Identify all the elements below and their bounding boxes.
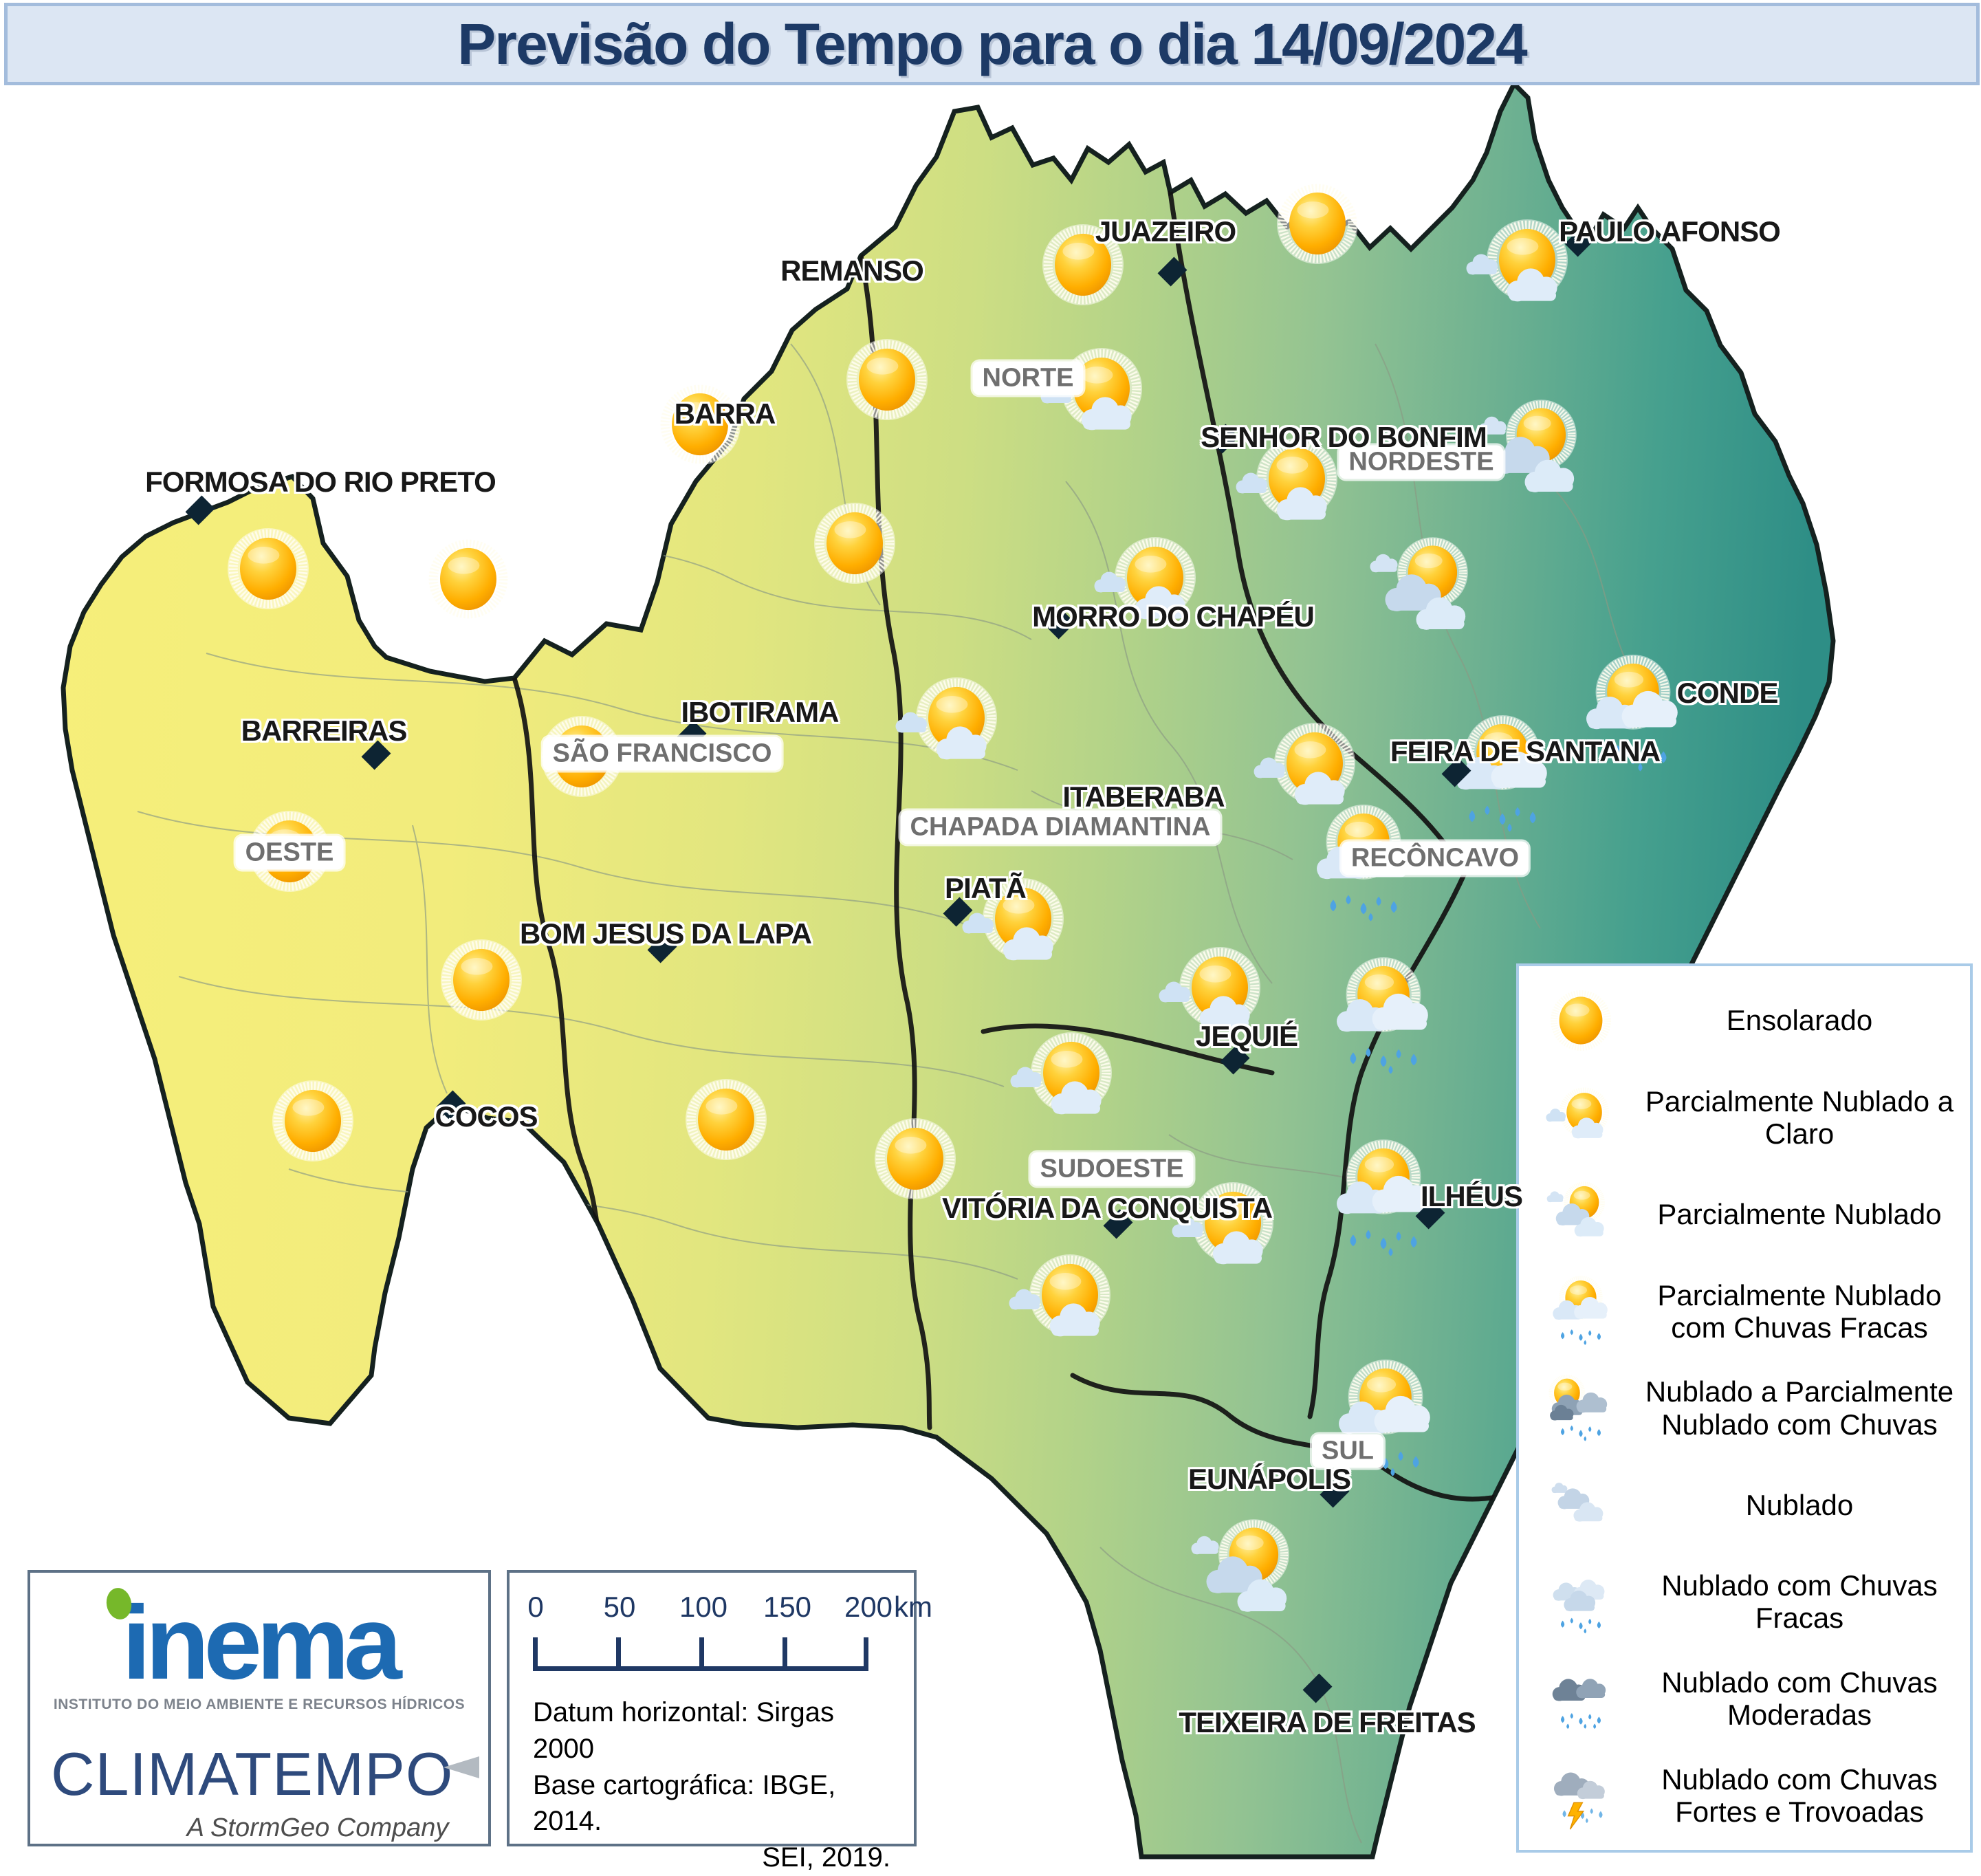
storm-cloud-lightning-icon <box>1523 1750 1639 1841</box>
clouds-icon <box>1523 1459 1639 1550</box>
sun-icon <box>1523 975 1639 1066</box>
region-label-sao-francisco: SÃO FRANCISCO <box>543 737 782 771</box>
legend-label: Nublado com Chuvas Moderadas <box>1661 1666 1938 1732</box>
sun-icon <box>441 939 522 1021</box>
climatempo-wordmark: CLIMATEMPO <box>51 1740 454 1808</box>
datum-line: Datum horizontal: Sirgas 2000 <box>533 1697 834 1764</box>
legend-item-parcialmente-nublado-a-claro: Parcialmente Nublado a Claro <box>1523 1070 1966 1165</box>
city-label-barreiras: BARREIRAS <box>241 715 408 747</box>
climatempo-arrow-icon <box>444 1756 480 1778</box>
legend-label: Nublado com Chuvas Fracas <box>1661 1569 1938 1635</box>
dark-cloud-rain-icon <box>1523 1653 1639 1744</box>
city-label-teixeira-de-freitas: TEIXEIRA DE FREITAS <box>1179 1706 1476 1738</box>
legend-item-ensolarado: Ensolarado <box>1523 973 1966 1068</box>
city-label-ibotirama: IBOTIRAMA <box>681 696 840 728</box>
inema-wordmark: inema <box>122 1584 402 1701</box>
legend-label: Parcialmente Nublado a Claro <box>1645 1084 1954 1150</box>
sun-icon <box>814 503 895 584</box>
sun-icon <box>228 528 309 609</box>
sun-icon <box>272 1080 353 1161</box>
legend-label: Nublado a Parcialmente Nublado com Chuva… <box>1645 1375 1954 1441</box>
page-title: Previsão do Tempo para o dia 14/09/2024 <box>457 11 1528 76</box>
scale-panel: 0 50 100 150 200 km Datum horizontal: Si… <box>507 1570 932 1873</box>
sun-clouds-icon <box>1523 1169 1639 1260</box>
sun-small-clouds-icon <box>1523 1072 1639 1163</box>
legend-item-parcialmente-nublado: Parcialmente Nublado <box>1523 1167 1966 1262</box>
city-label-paulo-afonso: PAULO AFONSO <box>1559 215 1781 248</box>
scale-tick-label: 150 <box>763 1591 812 1623</box>
city-label-piata: PIATÃ <box>945 872 1027 904</box>
region-label-oeste: OESTE <box>235 836 344 870</box>
city-label-cocos: COCOS <box>435 1100 538 1133</box>
scale-tick-label: 100 <box>679 1591 728 1623</box>
sun-dark-cloud-rain-icon <box>1523 1363 1639 1454</box>
sun-icon <box>428 538 509 620</box>
city-label-ilheus: ILHÉUS <box>1420 1180 1523 1212</box>
scale-numbers: 0 50 100 150 200 km <box>527 1591 932 1626</box>
legend-item-nublado-chuvas-fracas: Nublado com Chuvas Fracas <box>1523 1554 1966 1649</box>
region-label-nordeste: NORDESTE <box>1339 445 1504 479</box>
city-label-juazeiro: JUAZEIRO <box>1095 215 1236 248</box>
city-label-bom-jesus-da-lapa: BOM JESUS DA LAPA <box>519 917 812 950</box>
legend-label: Nublado com Chuvas Fortes e Trovoadas <box>1661 1763 1938 1828</box>
inema-subtitle: INSTITUTO DO MEIO AMBIENTE E RECURSOS HÍ… <box>53 1697 466 1712</box>
region-label-sul: SUL <box>1312 1434 1383 1468</box>
datum-line: Base cartográfica: IBGE, 2014. <box>533 1769 836 1837</box>
city-label-morro-do-chapeu: MORRO DO CHAPÉU <box>1032 600 1315 633</box>
city-label-eunapolis: EUNÁPOLIS <box>1187 1463 1351 1495</box>
city-label-senhor-do-bonfim: SENHOR DO BONFIM <box>1201 421 1487 453</box>
scale-tick-label: 0 <box>527 1591 544 1623</box>
credits-panel: inema INSTITUTO DO MEIO AMBIENTE E RECUR… <box>28 1570 491 1846</box>
city-label-feira-de-santana: FEIRA DE SANTANA <box>1390 735 1661 767</box>
sun-icon <box>1277 183 1358 264</box>
climatempo-logo: CLIMATEMPO <box>51 1739 480 1809</box>
sun-cloud-rain-icon <box>1523 1266 1639 1357</box>
cloud-light-rain-icon <box>1523 1556 1639 1647</box>
city-label-remanso: REMANSO <box>780 254 924 287</box>
datum-line: SEI, 2019. <box>762 1842 890 1873</box>
legend-item-parcialmente-nublado-chuvas-fracas: Parcialmente Nublado com Chuvas Fracas <box>1523 1264 1966 1359</box>
legend-item-nublado: Nublado <box>1523 1457 1966 1552</box>
legend-item-nublado-chuvas-fortes-trovoadas: Nublado com Chuvas Fortes e Trovoadas <box>1523 1748 1966 1843</box>
city-label-formosa-do-rio-preto: FORMOSA DO RIO PRETO <box>145 466 496 498</box>
scale-tick-label: 200 <box>844 1591 893 1623</box>
datum-info: Datum horizontal: Sirgas 2000 Base carto… <box>533 1694 890 1876</box>
legend-panel: Ensolarado Parcialmente Nublado a Claro … <box>1516 963 1973 1853</box>
legend-item-nublado-a-parcialmente-com-chuvas: Nublado a Parcialmente Nublado com Chuva… <box>1523 1361 1966 1456</box>
sun-icon <box>875 1118 956 1199</box>
legend-item-nublado-chuvas-moderadas: Nublado com Chuvas Moderadas <box>1523 1651 1966 1746</box>
scale-tick-label: 50 <box>603 1591 636 1623</box>
region-label-reconcavo: RECÔNCAVO <box>1341 841 1529 875</box>
scale-unit: km <box>894 1591 932 1623</box>
legend-label: Parcialmente Nublado com Chuvas Fracas <box>1657 1278 1942 1344</box>
region-label-chapada-diamantina: CHAPADA DIAMANTINA <box>900 810 1221 844</box>
city-label-conde: CONDE <box>1676 677 1779 709</box>
city-label-jequie: JEQUIÉ <box>1195 1020 1298 1052</box>
inema-logo: inema <box>101 1586 417 1695</box>
scale-bar <box>533 1636 868 1671</box>
sun-icon <box>846 339 928 420</box>
region-label-norte: NORTE <box>972 361 1084 395</box>
legend-label: Ensolarado <box>1726 1004 1873 1037</box>
stormgeo-subtitle: A StormGeo Company <box>186 1813 449 1842</box>
legend-label: Parcialmente Nublado <box>1657 1198 1942 1231</box>
title-bar: Previsão do Tempo para o dia 14/09/2024 <box>4 3 1980 85</box>
region-label-sudoeste: SUDOESTE <box>1030 1152 1194 1186</box>
city-label-itaberaba: ITABERABA <box>1062 781 1225 813</box>
city-label-vitoria-da-conquista: VITÓRIA DA CONQUISTA <box>941 1192 1273 1224</box>
city-label-barra: BARRA <box>674 397 776 430</box>
sun-icon <box>686 1079 767 1160</box>
legend-label: Nublado <box>1745 1488 1854 1521</box>
